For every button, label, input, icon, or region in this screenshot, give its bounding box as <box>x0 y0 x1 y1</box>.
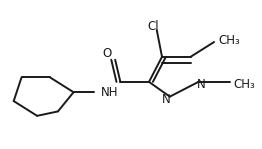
Text: N: N <box>197 78 205 91</box>
Text: CH₃: CH₃ <box>233 78 255 91</box>
Text: Cl: Cl <box>147 20 159 33</box>
Text: NH: NH <box>101 86 118 99</box>
Text: N: N <box>162 93 170 106</box>
Text: CH₃: CH₃ <box>218 34 240 47</box>
Text: O: O <box>103 47 112 60</box>
